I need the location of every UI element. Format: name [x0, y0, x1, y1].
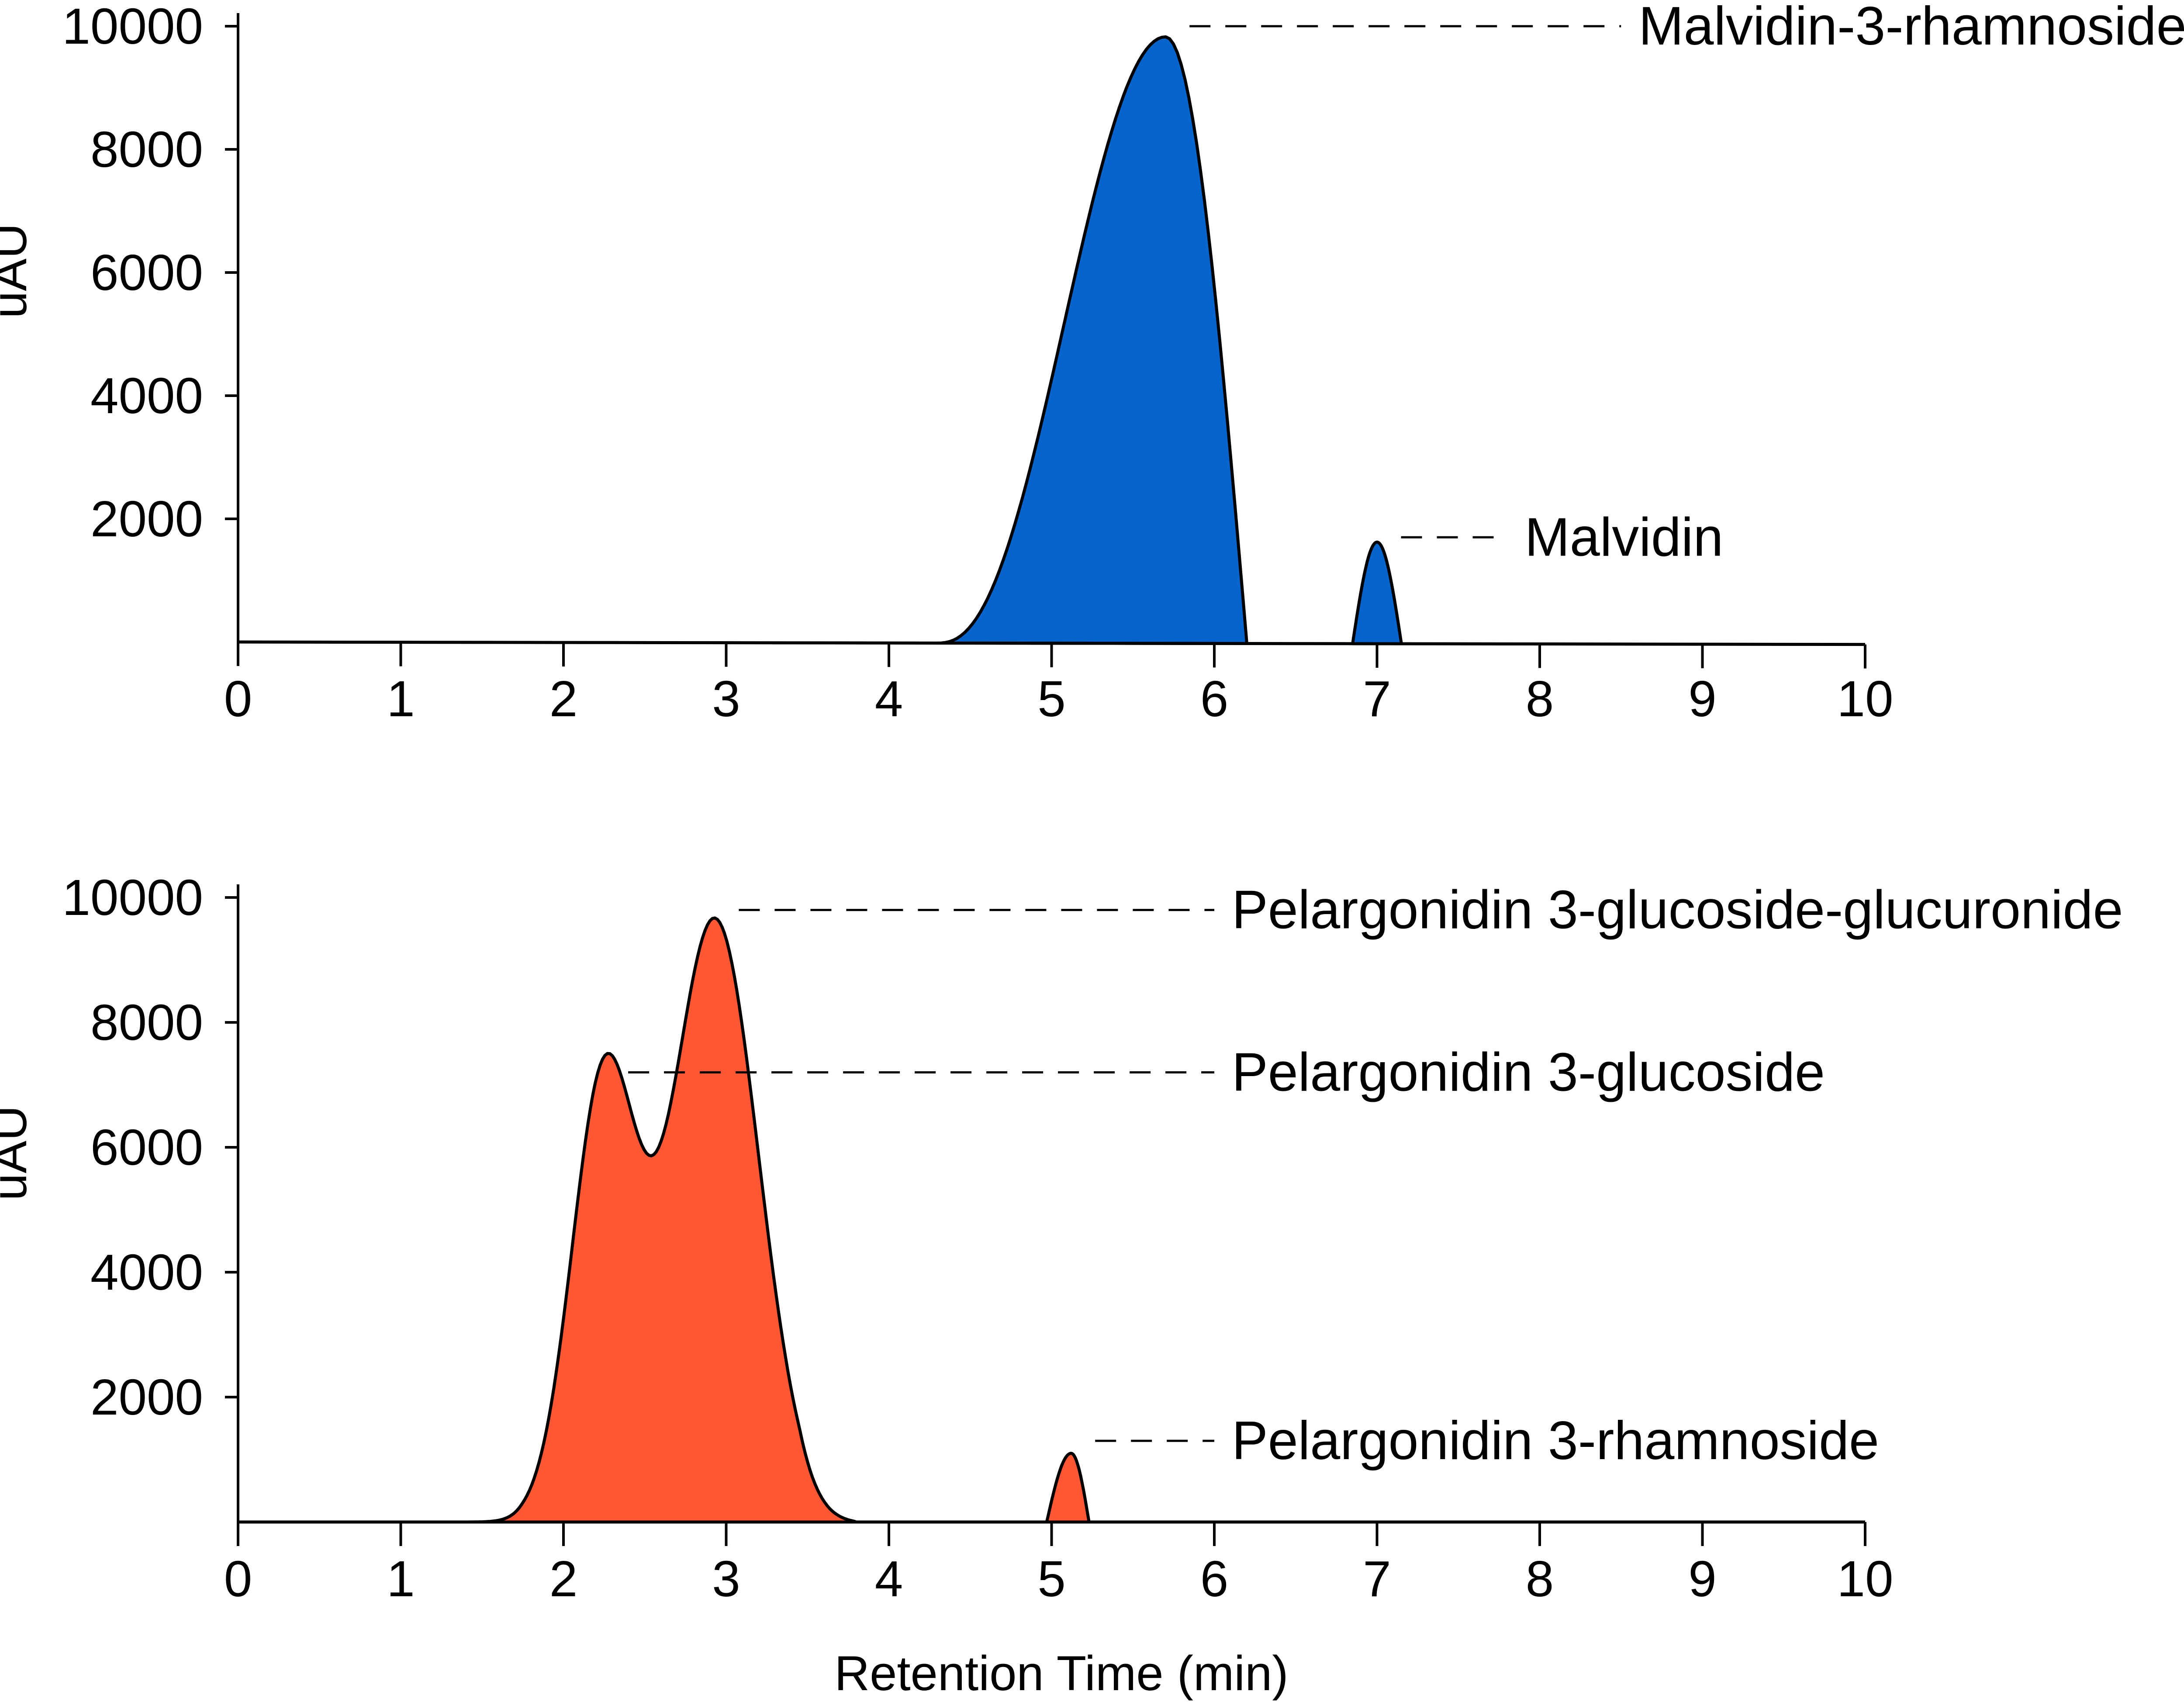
peak-malvidin-3-rhamnoside [936, 35, 1248, 645]
x-tick-label: 6 [1200, 1550, 1229, 1607]
y-tick-label: 6000 [90, 1119, 203, 1176]
x-tick-label: 6 [1200, 670, 1229, 727]
y-tick-label: 6000 [90, 244, 203, 301]
y-tick-label: 4000 [90, 367, 203, 424]
peak-pelargonidin-glucosides [464, 916, 858, 1524]
x-tick-label: 2 [549, 1550, 578, 1607]
x-tick-label: 2 [549, 670, 578, 727]
peak-label: Malvidin-3-rhamnoside [1638, 0, 2184, 56]
x-tick-label: 7 [1363, 670, 1391, 727]
x-tick-label: 10 [1837, 670, 1893, 727]
y-tick-label: 2000 [90, 1369, 203, 1425]
x-tick-label: 7 [1363, 1550, 1391, 1607]
x-tick-label: 5 [1037, 670, 1066, 727]
x-tick-label: 1 [387, 670, 415, 727]
x-tick-label: 5 [1037, 1550, 1066, 1607]
x-axis-title: Retention Time (min) [834, 1646, 1288, 1701]
bottom-chromatogram-panel: 0 1 2 3 4 5 6 7 8 9 10 2000 4000 6000 8000 10000 uAU Pela… [0, 869, 2123, 1607]
y-tick-label: 4000 [90, 1244, 203, 1301]
y-tick-label: 8000 [90, 994, 203, 1051]
top-chromatogram-panel: 0 1 2 3 4 5 6 7 8 9 10 2000 4000 6000 8000 10000 uAU Malv… [0, 0, 2184, 727]
x-tick-label: 0 [224, 670, 252, 727]
peak-pelargonidin-3-rhamnoside [1045, 1452, 1091, 1524]
x-tick-label: 9 [1688, 1550, 1717, 1607]
x-tick-label: 3 [712, 670, 740, 727]
x-tick-label: 4 [875, 670, 903, 727]
peak-malvidin [1351, 540, 1403, 645]
peak-label: Pelargonidin 3-glucoside-glucuronide [1232, 880, 2123, 940]
x-tick-label: 0 [224, 1550, 252, 1607]
x-tick-label: 3 [712, 1550, 740, 1607]
peak-label: Pelargonidin 3-glucoside [1232, 1042, 1825, 1102]
peak-label: Malvidin [1525, 507, 1724, 567]
peak-label: Pelargonidin 3-rhamnoside [1232, 1411, 1879, 1471]
y-tick-label: 2000 [90, 490, 203, 547]
x-tick-label: 1 [387, 1550, 415, 1607]
x-tick-label: 8 [1526, 1550, 1554, 1607]
x-tick-label: 9 [1688, 670, 1717, 727]
y-tick-label: 10000 [62, 0, 203, 55]
x-tick-label: 10 [1837, 1550, 1893, 1607]
x-tick-label: 8 [1526, 670, 1554, 727]
y-tick-label: 10000 [62, 869, 203, 926]
x-tick-label: 4 [875, 1550, 903, 1607]
y-axis-title: uAU [0, 223, 37, 318]
y-axis-title: uAU [0, 1105, 37, 1201]
y-tick-label: 8000 [90, 121, 203, 178]
